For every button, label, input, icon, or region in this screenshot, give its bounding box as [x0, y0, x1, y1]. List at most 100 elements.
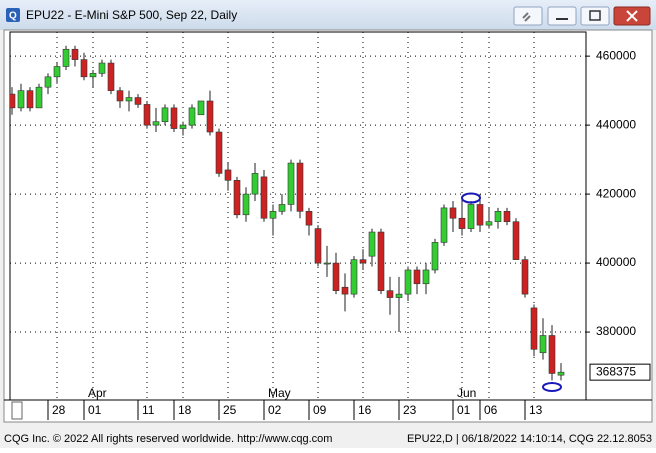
candle-body: [116, 90, 124, 102]
candle-body: [26, 90, 34, 109]
candle-body: [458, 217, 466, 229]
candle-body: [251, 173, 259, 195]
x-tick-label: 09: [313, 403, 327, 417]
plot-area: [9, 31, 587, 401]
candle-body: [53, 66, 61, 78]
candle-body: [206, 100, 214, 133]
window-title: EPU22 - E-Mini S&P 500, Sep 22, Daily: [26, 8, 237, 22]
x-tick-label: 23: [403, 403, 417, 417]
scroll-box[interactable]: [11, 401, 23, 420]
candle-body: [134, 97, 142, 105]
candle-body: [269, 211, 277, 219]
candle-body: [10, 93, 16, 109]
candle-body: [368, 231, 376, 257]
candle-body: [89, 73, 97, 78]
candle-body: [296, 162, 304, 212]
candle-body: [197, 100, 205, 116]
footer-right: EPU22,D | 06/18/2022 14:10:14, CQG 22.12…: [407, 433, 652, 445]
month-label: Apr: [88, 386, 107, 400]
highlight-ellipse: [542, 382, 562, 392]
y-tick-label: 420000: [596, 186, 636, 200]
candle-body: [233, 180, 241, 216]
candle-body: [107, 62, 115, 91]
app-icon: [6, 8, 20, 22]
candle-body: [44, 76, 52, 88]
x-tick-label: 01: [88, 403, 102, 417]
candle-body: [467, 204, 475, 229]
x-tick-label: 13: [529, 403, 543, 417]
candle-body: [17, 90, 25, 109]
candle-body: [539, 335, 547, 354]
candle-body: [422, 269, 430, 285]
x-tick-label: 02: [268, 403, 282, 417]
candle-body: [341, 286, 349, 295]
y-tick-label: 440000: [596, 117, 636, 131]
maximize-button[interactable]: [580, 6, 610, 26]
x-tick-label: 01: [457, 403, 471, 417]
candle-body: [80, 59, 88, 78]
candle-body: [305, 211, 313, 226]
candle-body: [440, 207, 448, 243]
candle-body: [62, 48, 70, 67]
x-tick-label: 06: [484, 403, 498, 417]
candle-body: [278, 204, 286, 212]
candle-body: [71, 48, 79, 60]
candle-body: [215, 131, 223, 174]
candle-body: [548, 335, 556, 374]
candle-body: [314, 228, 322, 264]
y-tick-label: 380000: [596, 324, 636, 338]
highlight-ellipse: [461, 192, 481, 204]
link-icon: [522, 12, 531, 22]
candle-body: [287, 162, 295, 205]
x-tick-label: 28: [52, 403, 66, 417]
y-tick-label: 460000: [596, 48, 636, 62]
candle-body: [476, 204, 484, 226]
month-label: Jun: [457, 386, 476, 400]
maximize-icon: [589, 10, 601, 21]
candle-body: [413, 269, 421, 285]
y-tick-label: 400000: [596, 255, 636, 269]
candle-body: [143, 104, 151, 126]
candle-body: [260, 176, 268, 219]
link-button[interactable]: [513, 6, 543, 26]
month-label: May: [268, 386, 291, 400]
minimize-button[interactable]: [547, 6, 577, 26]
close-icon: [626, 10, 638, 22]
x-tick-label: 11: [142, 403, 155, 417]
candle-body: [161, 107, 169, 122]
candle-body: [404, 269, 412, 295]
candle-body: [242, 193, 250, 216]
candle-body: [512, 221, 520, 260]
candle-body: [386, 290, 394, 298]
candle-body: [377, 231, 385, 291]
candle-body: [170, 107, 178, 129]
candle-body: [224, 169, 232, 181]
last-price-label: 368375: [596, 364, 636, 378]
candle-body: [152, 121, 160, 126]
candle-body: [485, 221, 493, 226]
candle-body: [530, 307, 538, 350]
candle-body: [521, 259, 529, 295]
footer-left: CQG Inc. © 2022 All rights reserved worl…: [4, 433, 332, 445]
last-price-box: [589, 363, 651, 381]
candle-body: [503, 211, 511, 222]
x-tick-label: 25: [223, 403, 237, 417]
title-bar: [0, 0, 656, 30]
candle-body: [449, 207, 457, 219]
candle-body: [98, 62, 106, 74]
candle-body: [188, 107, 196, 126]
candle-body: [323, 262, 331, 265]
candle-body: [179, 124, 187, 129]
candle-body: [35, 86, 43, 109]
candle-body: [125, 97, 133, 102]
x-tick-label: 18: [178, 403, 192, 417]
app-icon-letter: Q: [9, 11, 17, 22]
candle-body: [494, 211, 502, 222]
x-tick-label: 16: [358, 403, 372, 417]
candle-body: [395, 293, 403, 298]
candle-body: [332, 262, 340, 291]
plot: [10, 32, 586, 400]
candle-body: [350, 259, 358, 295]
candle-body: [359, 259, 367, 264]
